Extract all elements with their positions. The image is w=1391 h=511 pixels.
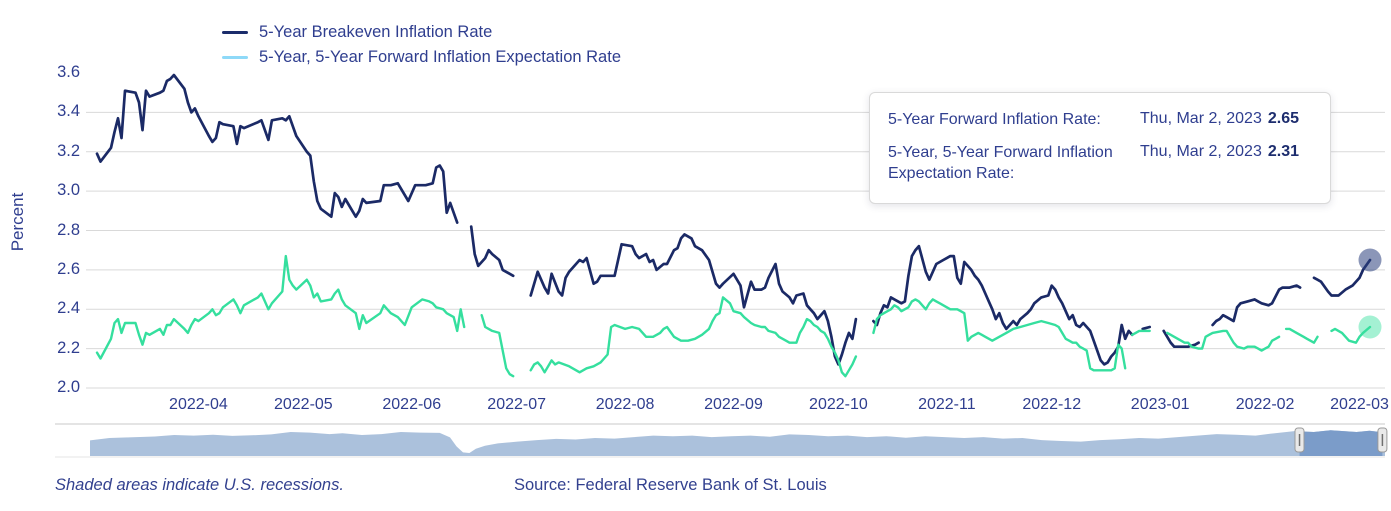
legend-label: 5-Year, 5-Year Forward Inflation Expecta… (259, 48, 621, 66)
legend-swatch-navy-icon (222, 31, 248, 34)
recession-note: Shaded areas indicate U.S. recessions. (55, 476, 344, 494)
y-tick-label: 3.0 (57, 181, 80, 200)
tooltip-date-value: Thu, Mar 2, 2023 2.65 (1140, 109, 1299, 128)
tooltip-row-forward-expectation: 5-Year, 5-Year Forward Inflation Expecta… (888, 137, 1312, 191)
x-tick-label: 2022-06 (382, 396, 442, 413)
current-point-dot (1358, 315, 1382, 339)
series-line-1 (95, 254, 1372, 378)
y-tick-label: 2.8 (57, 220, 80, 239)
x-tick-label: 2022-12 (1022, 396, 1082, 413)
legend-item-forward-expectation: 5-Year, 5-Year Forward Inflation Expecta… (222, 45, 621, 70)
x-tick-label: 2022-08 (595, 396, 655, 413)
x-tick-label: 2022-10 (809, 396, 868, 413)
series-line-0 (95, 73, 1372, 366)
gridlines (86, 111, 1385, 389)
y-tick-label: 2.2 (57, 338, 80, 357)
current-point-dot (1358, 248, 1382, 272)
y-axis-title: Percent (8, 192, 27, 252)
tooltip-row-forward-rate: 5-Year Forward Inflation Rate: Thu, Mar … (888, 104, 1312, 137)
navigator-right-handle[interactable] (1377, 427, 1388, 453)
tooltip-date-value: Thu, Mar 2, 2023 2.31 (1140, 142, 1299, 161)
legend: 5-Year Breakeven Inflation Rate 5-Year, … (222, 20, 621, 70)
navigator-selection[interactable] (90, 430, 1385, 456)
hover-tooltip: 5-Year Forward Inflation Rate: Thu, Mar … (869, 92, 1331, 204)
x-tick-label: 2022-03 (1330, 396, 1389, 413)
y-tick-label: 2.6 (57, 259, 80, 278)
x-tick-label: 2022-04 (169, 396, 228, 413)
tooltip-value: 2.31 (1267, 142, 1299, 160)
tooltip-date: Thu, Mar 2, 2023 (1140, 142, 1262, 160)
tooltip-date: Thu, Mar 2, 2023 (1140, 110, 1262, 127)
range-navigator[interactable] (55, 423, 1388, 458)
y-tick-label: 2.4 (57, 299, 80, 318)
x-tick-label: 2022-02 (1235, 396, 1295, 413)
y-tick-label: 3.4 (57, 102, 80, 121)
x-tick-label: 2022-09 (704, 396, 763, 413)
legend-label: 5-Year Breakeven Inflation Rate (259, 23, 493, 41)
tooltip-series-label: 5-Year, 5-Year Forward Inflation Expecta… (888, 143, 1113, 183)
x-tick-label: 2023-01 (1130, 396, 1190, 413)
legend-swatch-lightblue-icon (222, 56, 248, 59)
series-lines (95, 73, 1372, 378)
y-tick-label: 2.0 (57, 378, 80, 396)
navigator-area[interactable] (90, 430, 1385, 456)
y-tick-label: 3.2 (57, 141, 80, 160)
legend-item-breakeven: 5-Year Breakeven Inflation Rate (222, 20, 621, 45)
x-tick-label: 2022-11 (918, 396, 976, 413)
x-tick-label: 2022-05 (273, 396, 333, 413)
x-tick-label: 2022-07 (487, 396, 547, 413)
tooltip-series-label: 5-Year Forward Inflation Rate: (888, 111, 1101, 128)
current-value-dots (1358, 248, 1382, 339)
tooltip-value: 2.65 (1267, 110, 1299, 127)
source-attribution: Source: Federal Reserve Bank of St. Loui… (514, 476, 827, 494)
navigator-left-handle[interactable] (1294, 427, 1305, 453)
y-tick-label: 3.6 (57, 63, 80, 81)
